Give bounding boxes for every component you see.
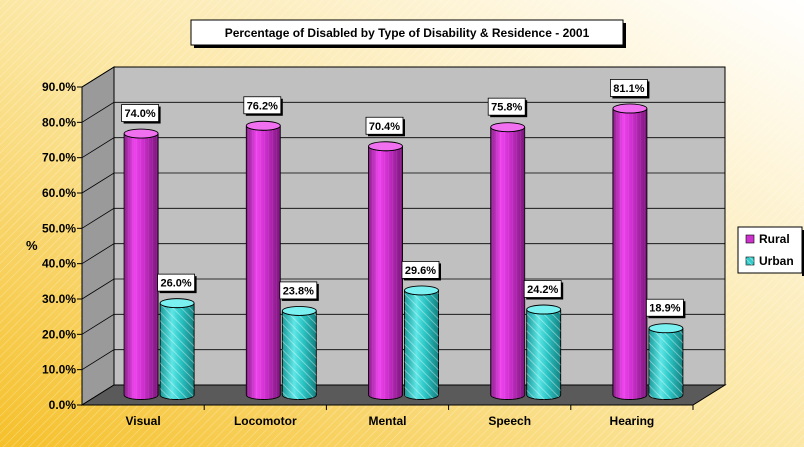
data-label-urban-mental: 29.6%	[401, 261, 441, 281]
data-label-rural-speech: 75.8%	[487, 97, 528, 118]
chart-title: Percentage of Disabled by Type of Disabi…	[225, 26, 590, 40]
x-tick-label: Visual	[126, 414, 161, 428]
data-label-text: 26.0%	[160, 278, 191, 290]
y-tick-label: 10.0%	[42, 363, 76, 377]
bar-rural-mental	[368, 141, 403, 400]
bars	[123, 103, 684, 400]
side-wall	[81, 66, 115, 406]
x-tick-label: Speech	[488, 414, 531, 428]
bar-urban-mental	[404, 285, 439, 400]
gridline	[81, 66, 725, 88]
y-axis-ticks: 0.0% 10.0% 20.0% 30.0% 40.0% 50.0% 60.0% 70.0% 8…	[42, 80, 83, 412]
y-tick-label: 30.0%	[42, 292, 76, 306]
y-tick-label: 40.0%	[42, 257, 76, 271]
bar-rural-speech	[490, 122, 526, 400]
data-label-text: 74.0%	[124, 108, 155, 120]
data-label-urban-speech: 24.2%	[523, 280, 564, 300]
data-label-rural-locomotor: 76.2%	[243, 96, 283, 116]
y-tick-label: 90.0%	[42, 80, 76, 94]
bar-urban-speech	[526, 304, 562, 400]
bar-urban-locomotor	[281, 305, 317, 400]
legend: Rural Urban	[737, 226, 804, 276]
data-label-text: 18.9%	[649, 303, 680, 315]
data-label-urban-locomotor: 23.8%	[279, 281, 319, 301]
legend-label-rural: Rural	[759, 232, 790, 246]
data-label-rural-mental: 70.4%	[365, 116, 405, 137]
x-tick-label: Mental	[368, 414, 406, 428]
data-label-text: 24.2%	[527, 284, 558, 296]
data-labels: 74.0% 26.0% 76.2% 23.8% 70.4% 29.6% 75.8% 24.2%…	[121, 79, 686, 319]
data-label-urban-hearing: 18.9%	[646, 298, 686, 319]
x-tick-label: Locomotor	[234, 414, 297, 428]
data-label-text: 70.4%	[369, 121, 400, 133]
chart-title-box: Percentage of Disabled by Type of Disabi…	[190, 19, 626, 48]
bar-urban-hearing	[648, 323, 684, 400]
y-tick-label: 50.0%	[42, 221, 76, 235]
data-label-text: 75.8%	[491, 102, 522, 114]
data-label-text: 23.8%	[283, 285, 314, 297]
bar-rural-locomotor	[245, 120, 281, 400]
bar-rural-visual	[123, 128, 159, 400]
y-tick-label: 20.0%	[42, 327, 76, 341]
bar-urban-visual	[159, 298, 195, 400]
bar-rural-hearing	[612, 103, 648, 400]
data-label-text: 29.6%	[405, 265, 436, 277]
data-label-text: 76.2%	[247, 100, 278, 112]
x-tick-label: Hearing	[610, 414, 655, 428]
y-tick-label: 0.0%	[49, 398, 77, 412]
data-label-rural-hearing: 81.1%	[610, 79, 650, 99]
y-tick-label: 70.0%	[42, 151, 76, 165]
data-label-text: 81.1%	[613, 83, 644, 95]
data-label-rural-visual: 74.0%	[121, 104, 161, 124]
y-axis-label: %	[26, 238, 38, 253]
x-axis-ticks: Visual Locomotor Mental Speech Hearing	[82, 404, 694, 428]
y-tick-label: 60.0%	[42, 186, 76, 200]
y-tick-label: 80.0%	[42, 115, 76, 129]
legend-label-urban: Urban	[759, 254, 794, 268]
data-label-urban-visual: 26.0%	[157, 273, 197, 294]
legend-swatch-rural	[745, 234, 755, 244]
